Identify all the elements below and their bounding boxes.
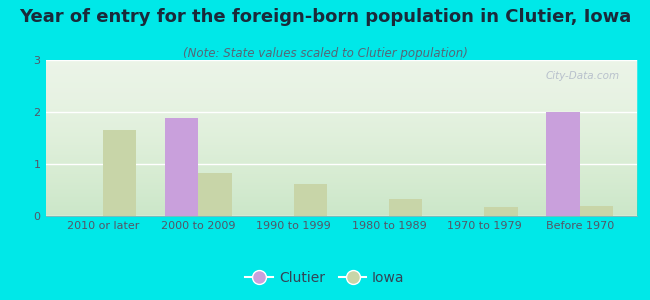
Bar	[484, 207, 518, 216]
Bar	[547, 112, 580, 216]
Bar	[103, 130, 136, 216]
Text: (Note: State values scaled to Clutier population): (Note: State values scaled to Clutier po…	[183, 46, 467, 59]
Bar	[294, 184, 327, 216]
Bar	[389, 200, 422, 216]
Bar	[164, 118, 198, 216]
Legend: Clutier, Iowa: Clutier, Iowa	[240, 265, 410, 290]
Text: Year of entry for the foreign-born population in Clutier, Iowa: Year of entry for the foreign-born popul…	[19, 8, 631, 26]
Bar	[198, 173, 231, 216]
Text: City-Data.com: City-Data.com	[545, 71, 619, 81]
Bar	[580, 206, 613, 216]
